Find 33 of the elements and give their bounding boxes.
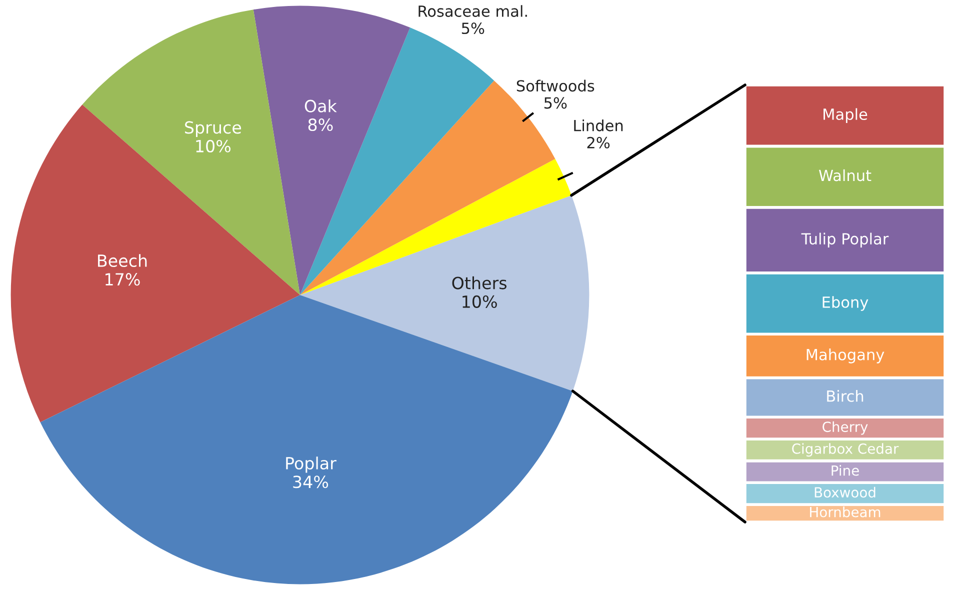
- slice-label: Spruce: [185, 121, 242, 137]
- data-label: 5%: [462, 22, 484, 34]
- pie-slice: [300, 158, 572, 295]
- series-label: Boxwood: [814, 486, 876, 498]
- series-label: Hornbeam: [810, 506, 880, 518]
- slice-label: Others: [452, 276, 506, 290]
- slice-label: Oak: [304, 99, 337, 112]
- data-label: 10%: [462, 295, 497, 308]
- pie-slice: [300, 195, 590, 392]
- series-label: Walnut: [818, 169, 872, 182]
- series-label: Pine: [832, 465, 859, 476]
- pie-slice: [253, 6, 410, 295]
- data-label: 2%: [587, 136, 610, 148]
- data-label: 10%: [196, 140, 230, 152]
- slice-label: Softwoods: [516, 80, 594, 92]
- slice-label: Rosaceae mal.: [418, 5, 527, 17]
- series-label: Tulip Poplar: [801, 232, 889, 248]
- slice-label: Beech: [98, 254, 147, 267]
- series-label: Mahogany: [806, 348, 884, 364]
- pie-slice: [82, 10, 300, 295]
- data-label: 17%: [106, 273, 140, 286]
- data-label: 34%: [293, 476, 328, 488]
- series-label: Ebony: [822, 296, 868, 311]
- series-label: Cigarbox Cedar: [792, 443, 899, 457]
- slice-label: Poplar: [286, 456, 336, 473]
- series-label: Maple: [824, 108, 868, 123]
- pie-slice: [40, 295, 573, 584]
- series-label: Birch: [827, 390, 864, 402]
- series-label: Cherry: [822, 421, 868, 435]
- data-label: 8%: [308, 118, 333, 132]
- slice-label: Linden: [574, 119, 623, 132]
- pie-slice: [10, 104, 300, 422]
- data-label: 5%: [544, 97, 567, 109]
